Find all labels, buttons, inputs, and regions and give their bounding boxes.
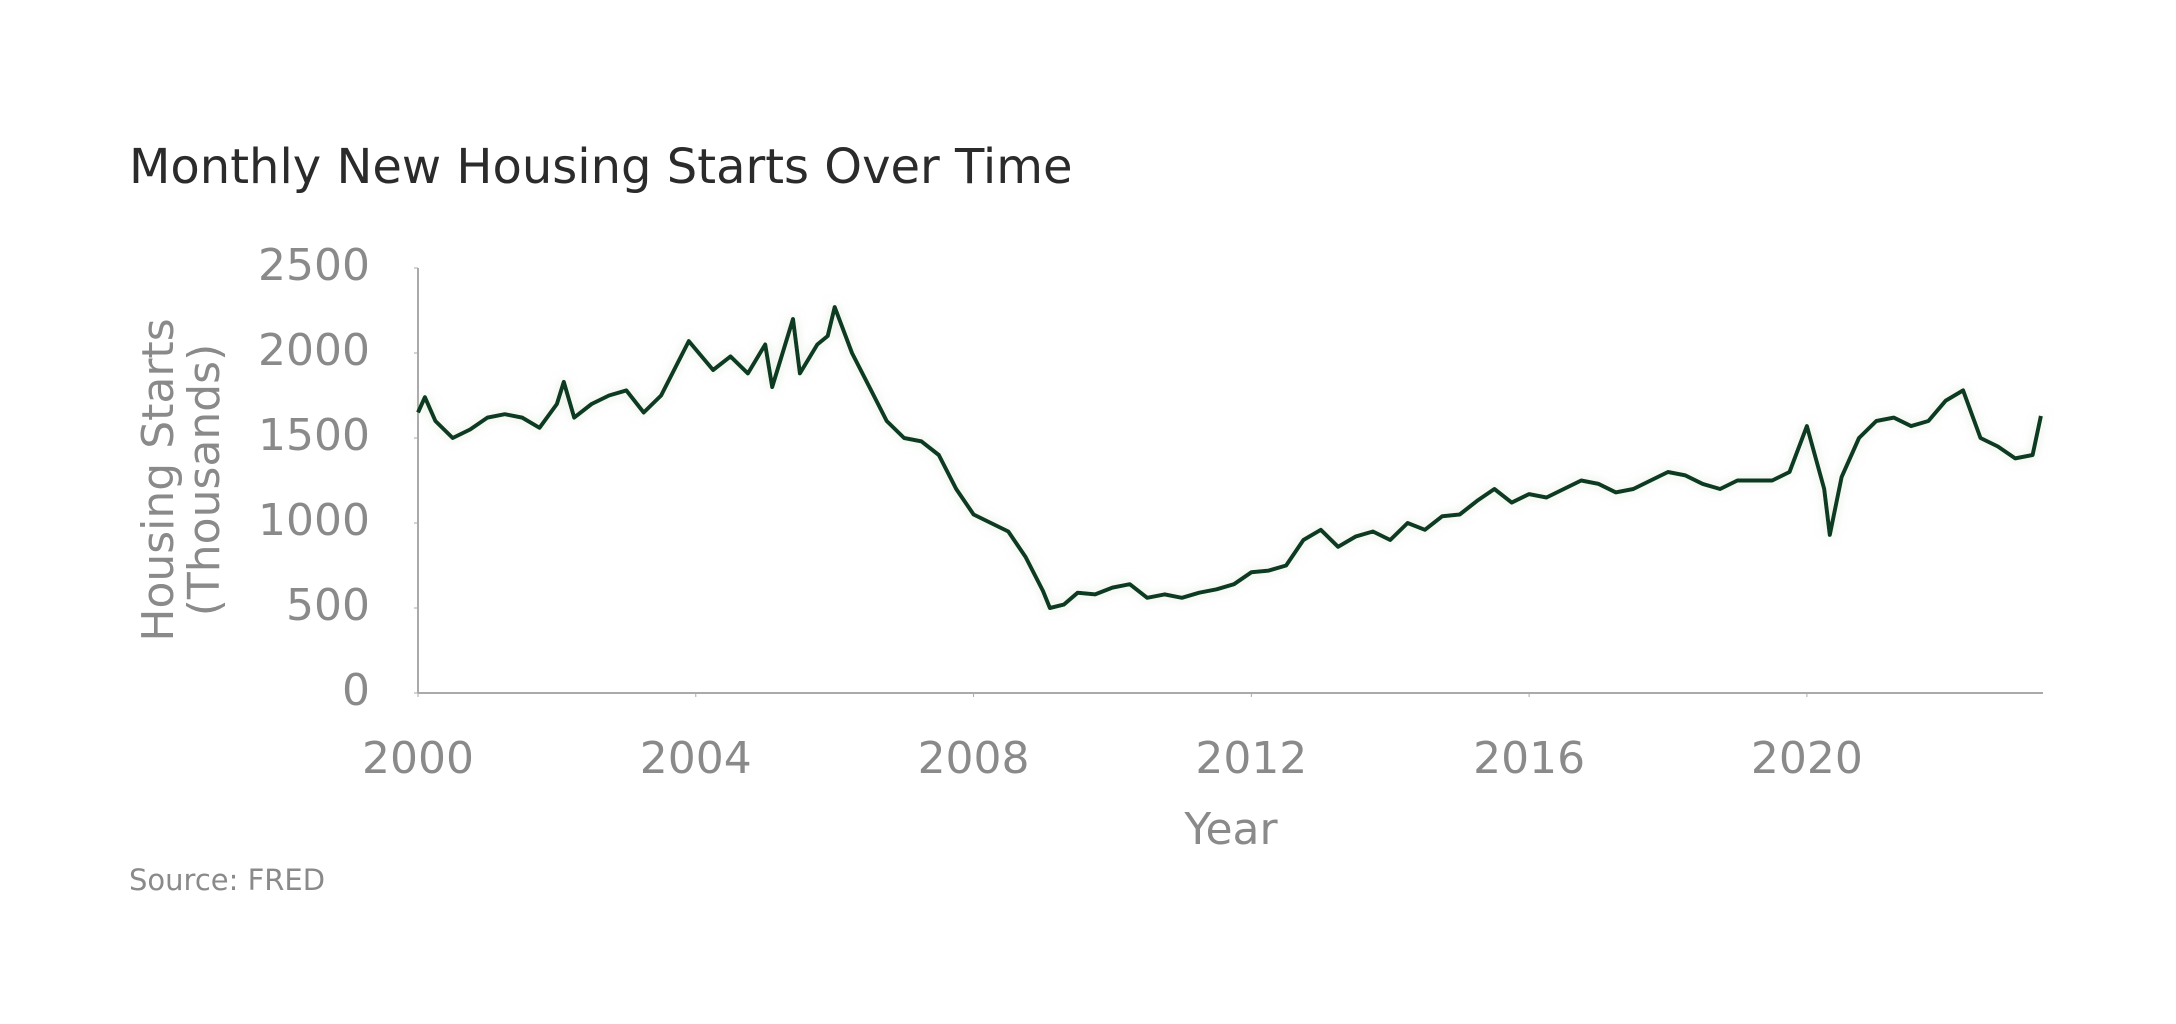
- chart-title: Monthly New Housing Starts Over Time: [129, 139, 1072, 195]
- y-axis-label: Housing Starts (Thousands): [133, 318, 230, 642]
- data-line: [416, 305, 2043, 610]
- y-tick-label: 2000: [258, 325, 370, 376]
- y-tick-label: 1000: [258, 495, 370, 546]
- x-tick-label: 2008: [918, 733, 1030, 784]
- x-tick-label: 2020: [1751, 733, 1863, 784]
- y-tick-label: 500: [286, 580, 370, 631]
- y-tick-label: 0: [342, 665, 370, 716]
- x-tick-label: 2012: [1195, 733, 1307, 784]
- x-tick-label: 2016: [1473, 733, 1585, 784]
- x-axis-label: Year: [1183, 804, 1278, 855]
- y-tick-label: 1500: [258, 410, 370, 461]
- source-note: Source: FRED: [129, 863, 325, 897]
- x-tick-label: 2000: [362, 733, 474, 784]
- x-tick-label: 2004: [640, 733, 752, 784]
- y-tick-label: 2500: [258, 240, 370, 291]
